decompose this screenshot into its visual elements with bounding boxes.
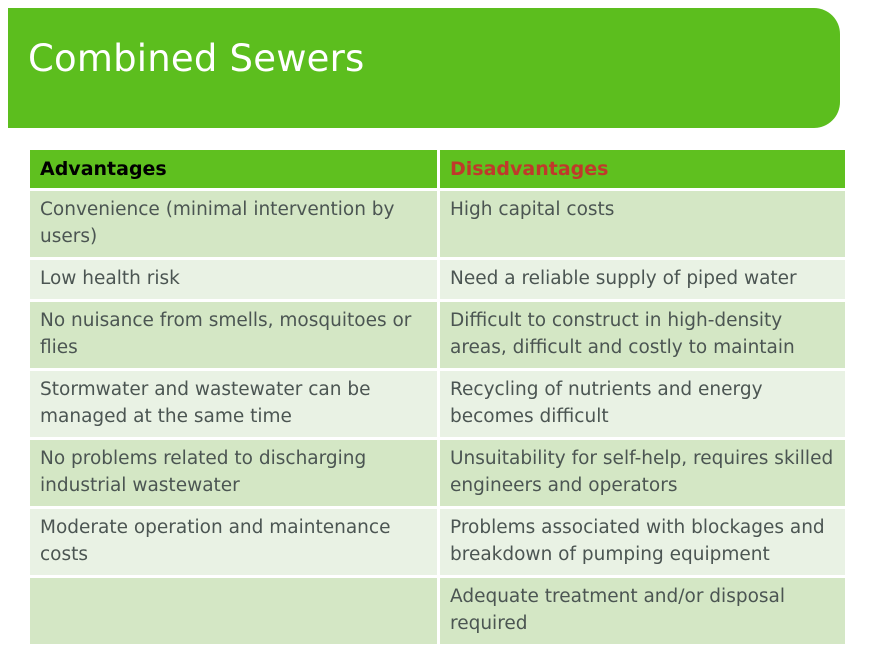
cell-advantage: No nuisance from smells, mosquitoes or f… xyxy=(30,302,440,371)
table-row: Convenience (minimal intervention by use… xyxy=(30,191,845,260)
advantages-disadvantages-table: Advantages Disadvantages Convenience (mi… xyxy=(30,150,845,647)
column-header-advantages: Advantages xyxy=(30,150,440,191)
cell-advantage-text: No problems related to discharging indus… xyxy=(40,448,367,496)
table-row: Moderate operation and maintenance costs… xyxy=(30,509,845,578)
table-body: Convenience (minimal intervention by use… xyxy=(30,191,845,647)
cell-advantage: Low health risk xyxy=(30,260,440,302)
page-title: Combined Sewers xyxy=(28,37,365,80)
table-row: Low health risk Need a reliable supply o… xyxy=(30,260,845,302)
cell-disadvantage: Adequate treatment and/or disposal requi… xyxy=(440,578,845,647)
cell-disadvantage: Problems associated with blockages and b… xyxy=(440,509,845,578)
table-header: Advantages Disadvantages xyxy=(30,150,845,191)
cell-advantage-text: Low health risk xyxy=(40,268,180,289)
cell-advantage: Convenience (minimal intervention by use… xyxy=(30,191,440,260)
table-row: Stormwater and wastewater can be managed… xyxy=(30,371,845,440)
cell-advantage: Stormwater and wastewater can be managed… xyxy=(30,371,440,440)
table-row: No nuisance from smells, mosquitoes or f… xyxy=(30,302,845,371)
cell-disadvantage-text: Need a reliable supply of piped water xyxy=(450,268,797,289)
cell-disadvantage-text: Problems associated with blockages and b… xyxy=(450,517,825,565)
cell-advantage-text: No nuisance from smells, mosquitoes or f… xyxy=(40,310,412,358)
cell-advantage-text: Moderate operation and maintenance costs xyxy=(40,517,391,565)
cell-disadvantage: High capital costs xyxy=(440,191,845,260)
cell-disadvantage: Need a reliable supply of piped water xyxy=(440,260,845,302)
column-header-disadvantages: Disadvantages xyxy=(440,150,845,191)
slide-title-banner: Combined Sewers xyxy=(8,8,840,128)
cell-disadvantage-text: Adequate treatment and/or disposal requi… xyxy=(450,586,786,634)
cell-disadvantage: Recycling of nutrients and energy become… xyxy=(440,371,845,440)
cell-advantage-text: Convenience (minimal intervention by use… xyxy=(40,199,395,247)
cell-disadvantage-text: Unsuitability for self-help, requires sk… xyxy=(450,448,834,496)
cell-advantage: No problems related to discharging indus… xyxy=(30,440,440,509)
table-row: Adequate treatment and/or disposal requi… xyxy=(30,578,845,647)
cell-advantage-text: Stormwater and wastewater can be managed… xyxy=(40,379,371,427)
cell-disadvantage-text: Difficult to construct in high-density a… xyxy=(450,310,795,358)
table-header-row: Advantages Disadvantages xyxy=(30,150,845,191)
cell-advantage-empty xyxy=(30,578,440,647)
cell-disadvantage: Difficult to construct in high-density a… xyxy=(440,302,845,371)
table-row: No problems related to discharging indus… xyxy=(30,440,845,509)
cell-disadvantage-text: High capital costs xyxy=(450,199,615,220)
cell-disadvantage-text: Recycling of nutrients and energy become… xyxy=(450,379,763,427)
cell-disadvantage: Unsuitability for self-help, requires sk… xyxy=(440,440,845,509)
cell-advantage: Moderate operation and maintenance costs xyxy=(30,509,440,578)
